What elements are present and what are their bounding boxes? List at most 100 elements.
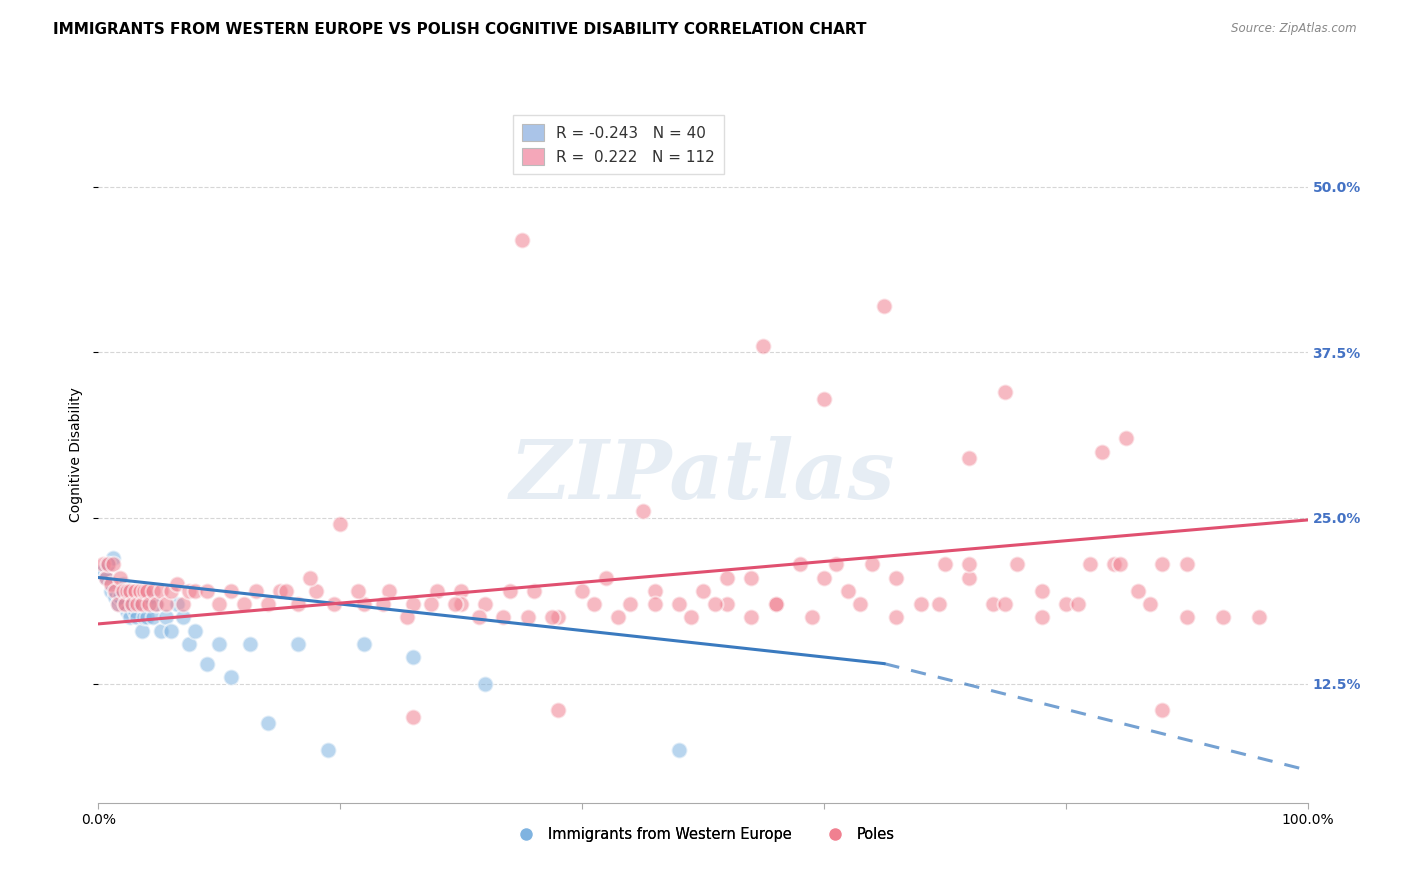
- Point: [160, 624, 183, 638]
- Point: [128, 583, 150, 598]
- Point: [498, 583, 520, 598]
- Point: [155, 610, 177, 624]
- Point: [957, 570, 980, 584]
- Point: [353, 637, 375, 651]
- Point: [91, 558, 114, 572]
- Point: [316, 743, 339, 757]
- Point: [287, 597, 309, 611]
- Point: [353, 597, 375, 611]
- Point: [101, 558, 124, 572]
- Point: [104, 591, 127, 605]
- Point: [395, 610, 418, 624]
- Point: [1067, 597, 1090, 611]
- Point: [145, 597, 167, 611]
- Point: [1031, 610, 1053, 624]
- Point: [100, 577, 122, 591]
- Point: [583, 597, 606, 611]
- Point: [644, 583, 666, 598]
- Point: [107, 597, 129, 611]
- Point: [135, 583, 157, 598]
- Point: [1109, 558, 1132, 572]
- Point: [127, 610, 149, 624]
- Point: [97, 558, 120, 572]
- Point: [114, 597, 136, 611]
- Point: [104, 583, 127, 598]
- Point: [450, 597, 472, 611]
- Point: [101, 550, 124, 565]
- Point: [179, 637, 201, 651]
- Point: [426, 583, 449, 598]
- Point: [91, 564, 114, 578]
- Point: [208, 597, 231, 611]
- Point: [547, 610, 569, 624]
- Point: [981, 597, 1004, 611]
- Point: [124, 583, 146, 598]
- Point: [540, 610, 562, 624]
- Point: [142, 610, 165, 624]
- Point: [97, 558, 120, 572]
- Point: [100, 583, 122, 598]
- Point: [329, 517, 352, 532]
- Point: [1139, 597, 1161, 611]
- Point: [135, 610, 157, 624]
- Point: [444, 597, 467, 611]
- Point: [131, 624, 153, 638]
- Point: [1091, 444, 1114, 458]
- Point: [94, 570, 117, 584]
- Point: [631, 504, 654, 518]
- Text: Source: ZipAtlas.com: Source: ZipAtlas.com: [1232, 22, 1357, 36]
- Legend: Immigrants from Western Europe, Poles: Immigrants from Western Europe, Poles: [505, 821, 901, 847]
- Point: [131, 597, 153, 611]
- Point: [994, 597, 1017, 611]
- Point: [860, 558, 883, 572]
- Point: [813, 392, 835, 406]
- Point: [474, 597, 496, 611]
- Point: [371, 597, 394, 611]
- Point: [679, 610, 702, 624]
- Y-axis label: Cognitive Disability: Cognitive Disability: [69, 387, 83, 523]
- Point: [118, 610, 141, 624]
- Point: [114, 597, 136, 611]
- Point: [145, 597, 167, 611]
- Point: [208, 637, 231, 651]
- Point: [1152, 703, 1174, 717]
- Point: [547, 703, 569, 717]
- Point: [644, 597, 666, 611]
- Point: [118, 583, 141, 598]
- Point: [704, 597, 727, 611]
- Point: [765, 597, 787, 611]
- Point: [172, 610, 194, 624]
- Point: [172, 597, 194, 611]
- Point: [150, 583, 173, 598]
- Point: [752, 338, 775, 352]
- Point: [668, 597, 690, 611]
- Point: [142, 583, 165, 598]
- Point: [160, 583, 183, 598]
- Point: [1175, 610, 1198, 624]
- Point: [195, 657, 218, 671]
- Point: [108, 591, 131, 605]
- Point: [468, 610, 491, 624]
- Point: [287, 637, 309, 651]
- Point: [269, 583, 291, 598]
- Point: [994, 384, 1017, 399]
- Point: [402, 650, 425, 665]
- Point: [420, 597, 443, 611]
- Point: [377, 583, 399, 598]
- Point: [134, 610, 156, 624]
- Point: [179, 583, 201, 598]
- Point: [128, 597, 150, 611]
- Point: [800, 610, 823, 624]
- Point: [138, 591, 160, 605]
- Point: [117, 583, 139, 598]
- Text: IMMIGRANTS FROM WESTERN EUROPE VS POLISH COGNITIVE DISABILITY CORRELATION CHART: IMMIGRANTS FROM WESTERN EUROPE VS POLISH…: [53, 22, 868, 37]
- Point: [134, 583, 156, 598]
- Point: [127, 597, 149, 611]
- Point: [274, 583, 297, 598]
- Point: [789, 558, 811, 572]
- Point: [245, 583, 267, 598]
- Point: [692, 583, 714, 598]
- Point: [1078, 558, 1101, 572]
- Point: [516, 610, 538, 624]
- Point: [886, 570, 908, 584]
